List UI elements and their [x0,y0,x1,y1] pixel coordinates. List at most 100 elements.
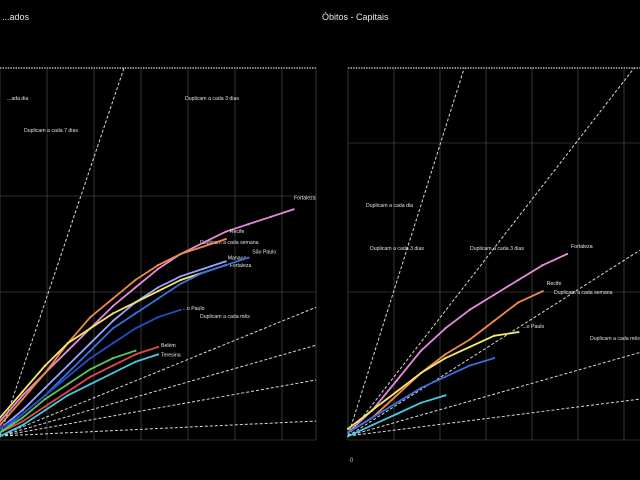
series-point [66,342,69,345]
reference-line [347,249,640,437]
series-point [492,319,496,323]
chart-title: Óbitos - Capitais [322,12,389,22]
chart-title: ...ados [2,12,30,22]
series-line [0,346,159,434]
series-point [156,286,160,289]
left-chart: ...ados ...ada dia Duplicam a cada 3 dias D… [0,12,317,441]
series-point [21,390,24,393]
reference-line-label: Duplicam a cada 7 dias [24,128,78,134]
series-point [371,424,374,427]
series-point [565,252,569,256]
series-line [0,238,227,427]
series-point [111,312,114,315]
x-tick-label: 0 [350,458,354,464]
series-point [66,383,69,386]
series-label: Recife [230,229,245,235]
series-point [89,383,92,386]
series-point [156,267,160,270]
reference-line [0,306,317,437]
reference-line-label: Duplicam a cada 3 dias [185,96,239,102]
series-point [517,278,520,282]
series-point [224,238,227,241]
series-point [202,271,205,274]
reference-line [0,379,317,437]
series-label: Belém [161,343,176,349]
series-label: ...o Paulo [522,324,544,330]
reference-line-label: Duplicam a cada mês [200,314,250,320]
series-point [468,364,471,367]
series-point [44,405,47,408]
series-label: Teresina [161,352,181,358]
series-point [89,368,92,371]
series-point [111,357,114,360]
series-point [395,412,398,416]
series-point [44,371,47,375]
series-point [111,371,114,375]
series-point [66,375,69,378]
series-point [134,278,137,282]
series-point [444,327,447,330]
series-point [156,264,160,267]
series-point [444,353,447,356]
series-point [517,301,520,304]
series-point [134,327,137,330]
series-point [111,364,114,367]
reference-line [347,67,465,437]
series-point [492,357,496,360]
series-point [517,331,520,334]
series-point [111,297,114,300]
series-point [111,342,114,345]
series-point [134,349,137,352]
series-point [179,308,182,311]
series-point [0,424,2,427]
series-point [202,245,205,248]
series-point [89,357,92,360]
series-point [202,241,205,244]
series-point [134,312,137,315]
series-point [346,435,350,438]
series-point [224,230,227,233]
series-point [89,316,92,319]
series-point [224,260,227,263]
series-point [419,371,423,375]
series-point [44,386,47,390]
series-point [468,308,471,311]
series-point [492,293,496,297]
series-point [395,379,398,382]
series-point [21,412,24,416]
series-point [21,394,24,397]
series-label: Fortaleza [230,263,252,269]
series-line [347,357,495,434]
series-line [0,264,227,419]
series-line [347,394,447,438]
series-point [156,353,160,356]
series-point [468,338,471,341]
series-point [179,282,182,285]
series-point [89,327,92,330]
series-point [0,420,2,423]
series-point [0,435,2,438]
series-line [347,331,520,430]
series-point [419,386,423,390]
series-point [44,394,47,397]
reference-line-label: Duplicam a cada 3 dias [370,246,424,252]
reference-line [0,344,317,437]
series-label: São Paulo [252,250,276,256]
series-point [156,297,160,300]
series-point [134,353,137,356]
series-point [156,290,160,293]
series-point [395,390,398,393]
series-point [179,275,182,278]
series-line [347,290,544,434]
series-label: ...o Paulo [183,306,205,312]
series-point [134,360,137,363]
reference-line-label: Duplicam a cada 3 dias [470,246,524,252]
series-point [156,345,160,349]
reference-line-label: Duplicam a cada mês [590,336,640,342]
series-point [89,375,92,378]
series-point [66,364,69,367]
series-label: Recife [547,281,562,287]
series-point [89,342,92,345]
series-point [395,401,398,404]
